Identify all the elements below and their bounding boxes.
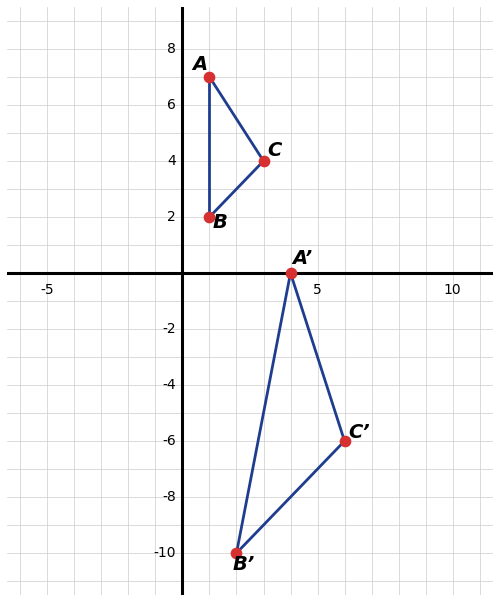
Text: C’: C’ bbox=[348, 423, 370, 442]
Text: B’: B’ bbox=[232, 555, 254, 574]
Text: -4: -4 bbox=[162, 378, 175, 392]
Text: -2: -2 bbox=[162, 322, 175, 336]
Text: A’: A’ bbox=[292, 249, 313, 268]
Text: 5: 5 bbox=[313, 283, 322, 297]
Point bbox=[260, 156, 268, 166]
Point bbox=[232, 548, 240, 558]
Text: 8: 8 bbox=[167, 42, 175, 56]
Text: -5: -5 bbox=[40, 283, 54, 297]
Text: -8: -8 bbox=[162, 490, 175, 504]
Text: -10: -10 bbox=[153, 546, 176, 560]
Point bbox=[340, 436, 348, 446]
Point bbox=[206, 212, 214, 222]
Text: 2: 2 bbox=[167, 210, 175, 224]
Text: 10: 10 bbox=[444, 283, 462, 297]
Text: A: A bbox=[192, 55, 207, 74]
Text: 6: 6 bbox=[167, 98, 175, 112]
Point bbox=[206, 72, 214, 82]
Text: -6: -6 bbox=[162, 434, 175, 448]
Text: B: B bbox=[212, 213, 228, 232]
Text: C: C bbox=[268, 141, 282, 160]
Text: 4: 4 bbox=[167, 154, 175, 168]
Point bbox=[286, 268, 294, 278]
